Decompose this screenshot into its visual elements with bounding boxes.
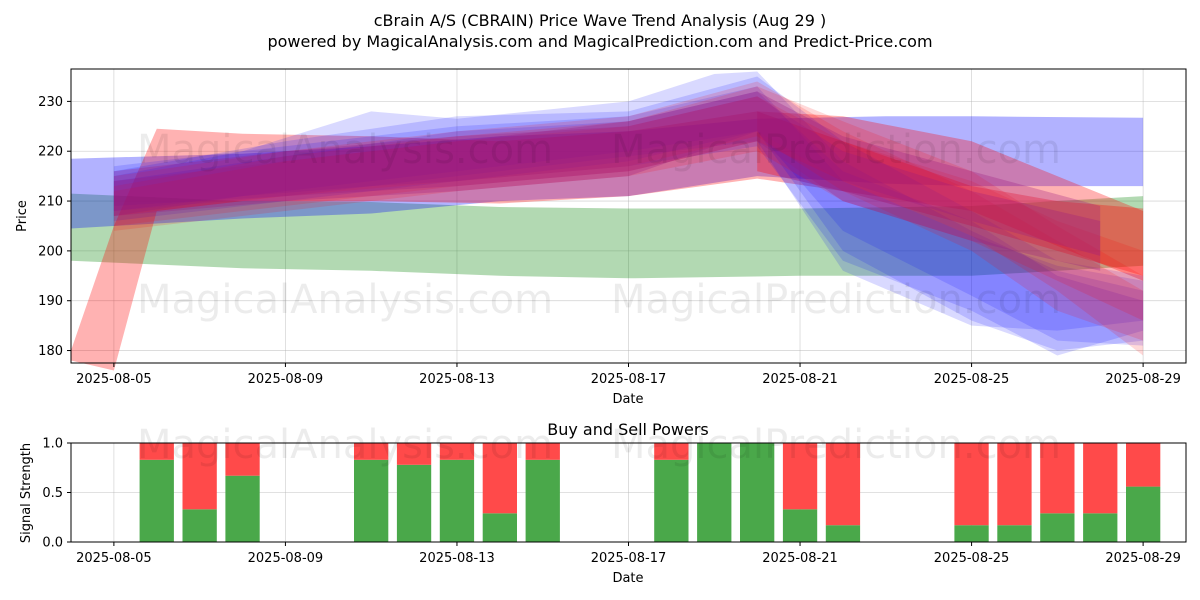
buy-bar: [782, 509, 818, 542]
price-watermark-right: MagicalPrediction.com: [611, 127, 1061, 173]
price-ticks: 2025-08-05 2025-08-09 2025-08-13 2025-08-17…: [38, 95, 1181, 387]
buy-bar: [997, 525, 1032, 542]
buy-bar: [225, 475, 260, 542]
price-plot-frame: [70, 68, 1187, 364]
sell-bar: [1083, 443, 1118, 514]
price-y-tick-label: 190: [38, 294, 63, 309]
price-watermark-right-2: MagicalPrediction.com: [611, 277, 1061, 323]
signal-y-tick-label: 1.0: [42, 437, 63, 452]
signal-bars: [139, 443, 1161, 542]
buy-bar: [1126, 486, 1161, 542]
sell-bar: [482, 443, 517, 514]
buy-bar: [1040, 513, 1075, 542]
sell-bar: [139, 443, 174, 460]
sell-bar: [182, 443, 217, 510]
sell-bar: [782, 443, 818, 510]
signal-panel: 2025-08-05 2025-08-09 2025-08-13 2025-08-17…: [19, 420, 1187, 586]
signal-x-tick-label: 2025-08-13: [419, 551, 495, 566]
price-band-red-9: [113, 81, 1144, 341]
buy-bar: [954, 525, 989, 542]
price-y-tick-label: 200: [38, 244, 63, 259]
buy-bar: [354, 459, 389, 542]
buy-bar: [139, 459, 174, 542]
sell-bar: [525, 443, 560, 460]
price-band-purple-12: [113, 91, 1101, 256]
price-y-tick-label: 220: [38, 145, 63, 160]
price-x-tick-label: 2025-08-09: [248, 372, 324, 387]
sell-bar: [1040, 443, 1075, 514]
price-band-blue-4: [113, 71, 1144, 351]
signal-watermark-left: MagicalAnalysis.com: [137, 422, 553, 468]
sell-bar: [954, 443, 989, 526]
price-x-tick-label: 2025-08-17: [591, 372, 667, 387]
price-x-tick-label: 2025-08-13: [419, 372, 495, 387]
price-watermark-left-2: MagicalAnalysis.com: [137, 277, 553, 323]
signal-x-tick-label: 2025-08-17: [591, 551, 667, 566]
price-y-tick-label: 210: [38, 195, 63, 210]
price-x-tick-label: 2025-08-21: [762, 372, 838, 387]
price-grid: [71, 69, 1186, 363]
signal-y-tick-label: 0.5: [42, 486, 63, 501]
sell-bar: [997, 443, 1032, 526]
price-band-blue-1: [71, 116, 1144, 229]
price-panel: 2025-08-05 2025-08-09 2025-08-13 2025-08-17…: [15, 68, 1187, 407]
buy-bar: [825, 525, 861, 542]
signal-plot-frame: [70, 442, 1187, 543]
price-bands: [71, 71, 1144, 371]
buy-bar: [525, 459, 560, 542]
buy-bar: [1083, 513, 1118, 542]
buy-bar: [697, 443, 732, 542]
price-y-tick-label: 180: [38, 344, 63, 359]
signal-x-tick-label: 2025-08-29: [1105, 551, 1181, 566]
chart-subtitle: powered by MagicalAnalysis.com and Magic…: [267, 32, 932, 51]
price-band-purple-11: [113, 96, 1101, 271]
buy-bar: [396, 464, 432, 542]
signal-watermark-right: MagicalPrediction.com: [611, 422, 1061, 468]
sell-bar: [825, 443, 861, 526]
price-watermark-left: MagicalAnalysis.com: [137, 127, 553, 173]
price-band-red-2: [71, 111, 1144, 371]
price-x-axis-label: Date: [612, 392, 643, 407]
buy-bar: [482, 513, 517, 542]
signal-x-tick-label: 2025-08-05: [76, 551, 152, 566]
price-band-blue-7: [113, 86, 1144, 331]
signal-x-axis-label: Date: [612, 571, 643, 586]
sell-bar: [439, 443, 475, 460]
price-x-tick-label: 2025-08-25: [934, 372, 1010, 387]
price-band-red-3: [757, 111, 1144, 276]
chart-title: cBrain A/S (CBRAIN) Price Wave Trend Ana…: [374, 11, 826, 30]
signal-y-axis-label: Signal Strength: [19, 443, 34, 543]
buy-bar: [182, 509, 217, 542]
buy-bar: [439, 459, 475, 542]
price-y-tick-label: 230: [38, 95, 63, 110]
signal-x-tick-label: 2025-08-25: [934, 551, 1010, 566]
signal-panel-title: Buy and Sell Powers: [547, 420, 709, 439]
signal-y-tick-label: 0.0: [42, 536, 63, 551]
signal-x-tick-label: 2025-08-09: [248, 551, 324, 566]
sell-bar: [1126, 443, 1161, 487]
price-y-axis-label: Price: [15, 200, 30, 232]
price-x-tick-label: 2025-08-05: [76, 372, 152, 387]
signal-x-tick-label: 2025-08-21: [762, 551, 838, 566]
sell-bar: [225, 443, 260, 476]
buy-bar: [740, 443, 775, 542]
price-band-red-8: [113, 86, 1144, 356]
price-band-green-0: [71, 193, 1144, 279]
price-x-tick-label: 2025-08-29: [1105, 372, 1181, 387]
sell-bar: [396, 443, 432, 465]
price-band-blue-6: [113, 91, 1144, 356]
signal-ticks: 2025-08-05 2025-08-09 2025-08-13 2025-08-17…: [42, 437, 1181, 567]
price-band-blue-5: [113, 76, 1144, 346]
sell-bar: [654, 443, 689, 460]
sell-bar: [354, 443, 389, 460]
price-band-red-10: [113, 96, 1144, 321]
buy-bar: [654, 459, 689, 542]
